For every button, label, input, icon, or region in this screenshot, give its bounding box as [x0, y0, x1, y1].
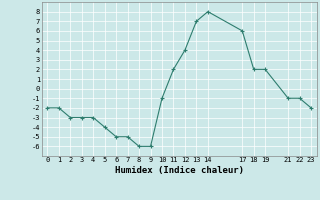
X-axis label: Humidex (Indice chaleur): Humidex (Indice chaleur)	[115, 166, 244, 175]
